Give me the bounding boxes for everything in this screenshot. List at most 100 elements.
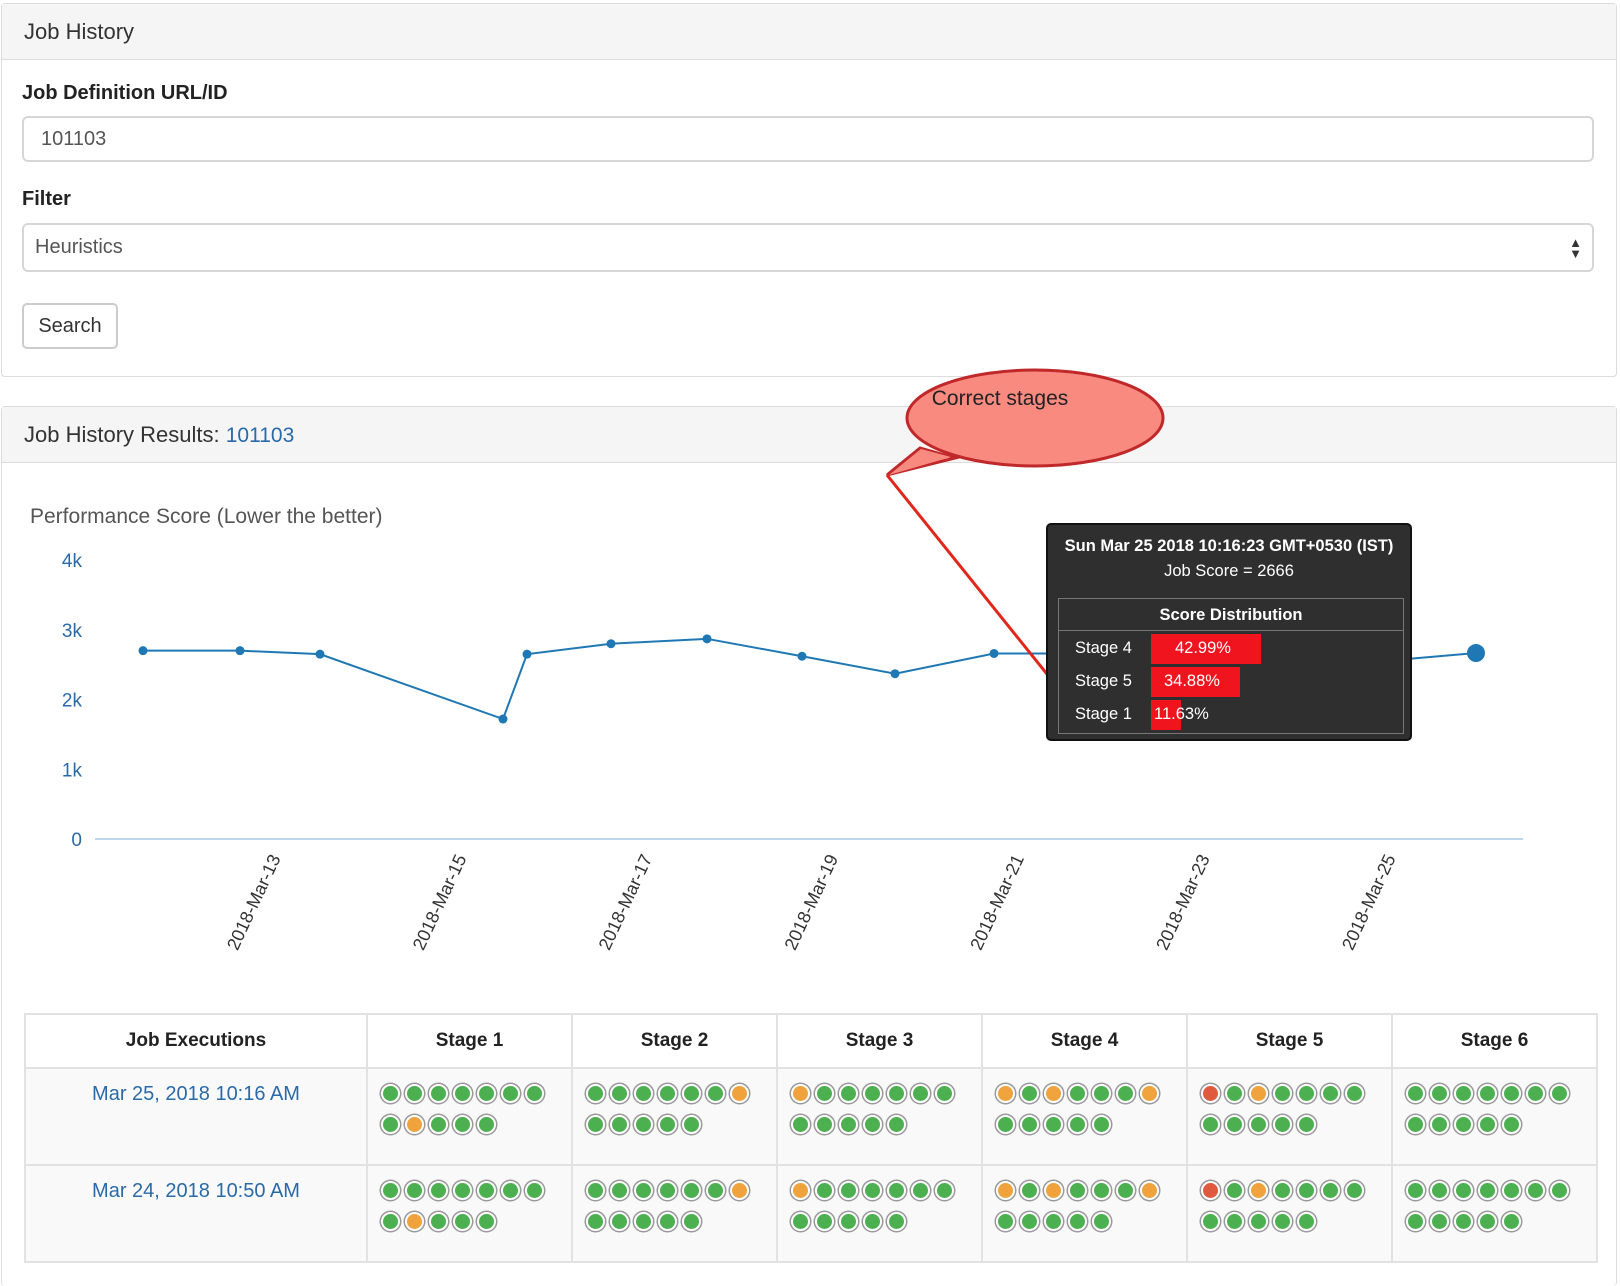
stage-status-dot[interactable] [1297, 1181, 1316, 1200]
stage-status-dot[interactable] [1020, 1181, 1039, 1200]
stage-status-dot[interactable] [996, 1115, 1015, 1134]
stage-status-dot[interactable] [1273, 1212, 1292, 1231]
stage-status-dot[interactable] [1201, 1084, 1220, 1103]
stage-status-dot[interactable] [791, 1115, 810, 1134]
stage-status-dot[interactable] [525, 1084, 544, 1103]
stage-status-dot[interactable] [1502, 1212, 1521, 1231]
filter-select[interactable]: Heuristics ▲ ▼ [22, 223, 1594, 272]
stage-status-dot[interactable] [610, 1084, 629, 1103]
stage-status-dot[interactable] [1478, 1084, 1497, 1103]
stage-status-dot[interactable] [1478, 1212, 1497, 1231]
stage-status-dot[interactable] [1225, 1181, 1244, 1200]
stage-status-dot[interactable] [815, 1181, 834, 1200]
stage-status-dot[interactable] [405, 1212, 424, 1231]
stage-status-dot[interactable] [1044, 1212, 1063, 1231]
stage-status-dot[interactable] [1068, 1181, 1087, 1200]
stage-status-dot[interactable] [1478, 1115, 1497, 1134]
data-point[interactable] [890, 669, 900, 679]
stage-status-dot[interactable] [730, 1084, 749, 1103]
stage-status-dot[interactable] [405, 1084, 424, 1103]
stage-status-dot[interactable] [477, 1212, 496, 1231]
stage-status-dot[interactable] [1502, 1181, 1521, 1200]
stage-status-dot[interactable] [658, 1115, 677, 1134]
stage-status-dot[interactable] [1225, 1212, 1244, 1231]
stage-status-dot[interactable] [1502, 1115, 1521, 1134]
stage-status-dot[interactable] [1044, 1181, 1063, 1200]
stage-status-dot[interactable] [1406, 1084, 1425, 1103]
data-point[interactable] [498, 714, 508, 724]
stage-status-dot[interactable] [634, 1084, 653, 1103]
stage-status-dot[interactable] [1201, 1212, 1220, 1231]
data-point[interactable] [989, 648, 999, 658]
stage-status-dot[interactable] [815, 1084, 834, 1103]
stage-status-dot[interactable] [1092, 1084, 1111, 1103]
stage-status-dot[interactable] [1201, 1181, 1220, 1200]
stage-status-dot[interactable] [1454, 1084, 1473, 1103]
stage-status-dot[interactable] [1273, 1181, 1292, 1200]
stage-status-dot[interactable] [658, 1181, 677, 1200]
stage-status-dot[interactable] [887, 1115, 906, 1134]
stage-status-dot[interactable] [706, 1181, 725, 1200]
stage-status-dot[interactable] [1406, 1181, 1425, 1200]
stage-status-dot[interactable] [1116, 1084, 1135, 1103]
stage-status-dot[interactable] [1454, 1212, 1473, 1231]
stage-status-dot[interactable] [1406, 1115, 1425, 1134]
stage-status-dot[interactable] [1345, 1181, 1364, 1200]
stage-status-dot[interactable] [405, 1181, 424, 1200]
stage-status-dot[interactable] [1345, 1084, 1364, 1103]
stage-status-dot[interactable] [405, 1115, 424, 1134]
stage-status-dot[interactable] [1454, 1181, 1473, 1200]
stage-status-dot[interactable] [935, 1181, 954, 1200]
stage-status-dot[interactable] [1273, 1115, 1292, 1134]
stage-status-dot[interactable] [658, 1212, 677, 1231]
stage-status-dot[interactable] [911, 1084, 930, 1103]
stage-status-dot[interactable] [1454, 1115, 1473, 1134]
stage-status-dot[interactable] [453, 1084, 472, 1103]
data-point[interactable] [1467, 644, 1485, 663]
stage-status-dot[interactable] [477, 1115, 496, 1134]
data-point[interactable] [138, 646, 148, 656]
stage-status-dot[interactable] [863, 1212, 882, 1231]
stage-status-dot[interactable] [1068, 1115, 1087, 1134]
stage-status-dot[interactable] [791, 1084, 810, 1103]
stage-status-dot[interactable] [1140, 1084, 1159, 1103]
stage-status-dot[interactable] [634, 1212, 653, 1231]
search-button[interactable]: Search [22, 303, 118, 349]
stage-status-dot[interactable] [706, 1084, 725, 1103]
stage-status-dot[interactable] [839, 1212, 858, 1231]
stage-status-dot[interactable] [477, 1181, 496, 1200]
stage-status-dot[interactable] [839, 1181, 858, 1200]
stage-status-dot[interactable] [887, 1084, 906, 1103]
stage-status-dot[interactable] [996, 1212, 1015, 1231]
job-definition-input[interactable]: 101103 [22, 116, 1594, 162]
stage-status-dot[interactable] [477, 1084, 496, 1103]
stage-status-dot[interactable] [1526, 1181, 1545, 1200]
stage-status-dot[interactable] [1430, 1084, 1449, 1103]
stage-status-dot[interactable] [501, 1181, 520, 1200]
stage-status-dot[interactable] [1044, 1084, 1063, 1103]
stage-status-dot[interactable] [1430, 1212, 1449, 1231]
stage-status-dot[interactable] [586, 1181, 605, 1200]
execution-date-link[interactable]: Mar 25, 2018 10:16 AM [24, 1067, 368, 1166]
stage-status-dot[interactable] [863, 1115, 882, 1134]
stage-status-dot[interactable] [815, 1212, 834, 1231]
data-point[interactable] [702, 634, 712, 644]
stage-status-dot[interactable] [501, 1084, 520, 1103]
stage-status-dot[interactable] [887, 1181, 906, 1200]
stage-status-dot[interactable] [1249, 1181, 1268, 1200]
stage-status-dot[interactable] [1478, 1181, 1497, 1200]
stage-status-dot[interactable] [935, 1084, 954, 1103]
stage-status-dot[interactable] [1068, 1212, 1087, 1231]
stage-status-dot[interactable] [791, 1212, 810, 1231]
stage-status-dot[interactable] [1140, 1181, 1159, 1200]
stage-status-dot[interactable] [381, 1212, 400, 1231]
stage-status-dot[interactable] [1092, 1212, 1111, 1231]
data-point[interactable] [606, 639, 616, 649]
stage-status-dot[interactable] [381, 1115, 400, 1134]
stage-status-dot[interactable] [863, 1181, 882, 1200]
stage-status-dot[interactable] [1225, 1084, 1244, 1103]
stage-status-dot[interactable] [658, 1084, 677, 1103]
stage-status-dot[interactable] [1321, 1181, 1340, 1200]
stage-status-dot[interactable] [682, 1181, 701, 1200]
stage-status-dot[interactable] [1297, 1212, 1316, 1231]
